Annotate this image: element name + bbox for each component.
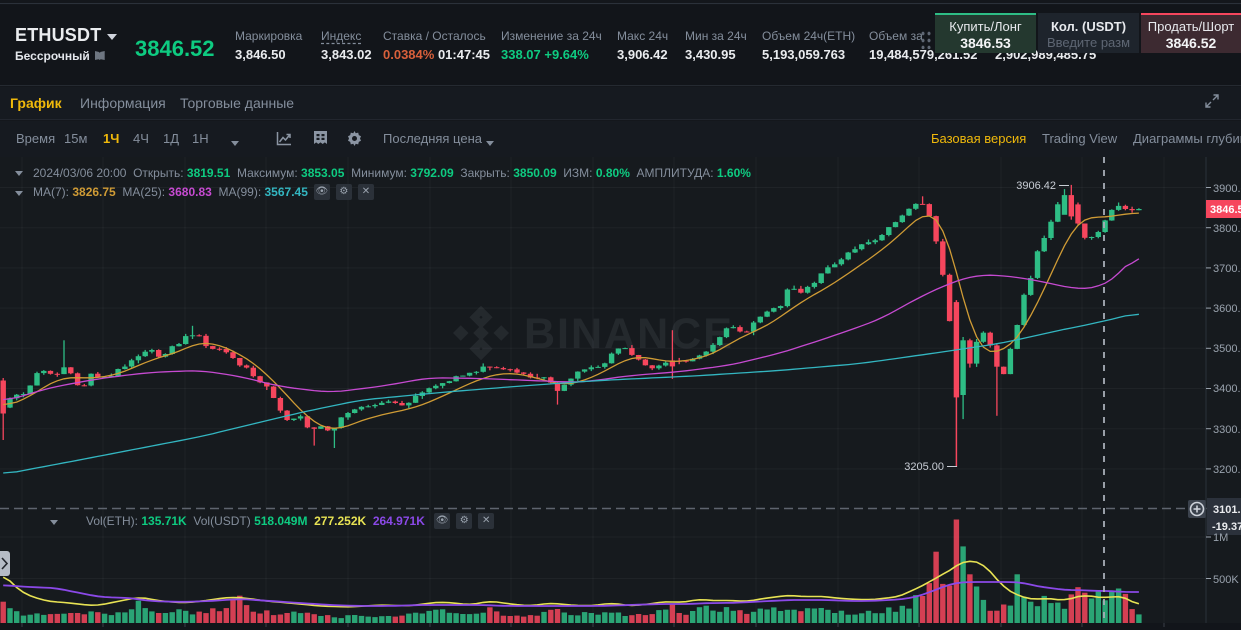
svg-text:3200.0: 3200.0 [1213, 464, 1241, 476]
svg-text:3800.0: 3800.0 [1213, 223, 1241, 235]
svg-text:3205.00: 3205.00 [904, 461, 944, 473]
svg-text:1M: 1M [1213, 532, 1228, 544]
svg-text:3846.5: 3846.5 [1210, 204, 1241, 216]
svg-text:500K: 500K [1213, 574, 1239, 586]
svg-text:3300.0: 3300.0 [1213, 424, 1241, 436]
svg-text:3500.0: 3500.0 [1213, 343, 1241, 355]
svg-text:3900.0: 3900.0 [1213, 183, 1241, 195]
svg-text:BINANCE: BINANCE [524, 310, 734, 358]
svg-text:3906.42: 3906.42 [1016, 180, 1056, 192]
svg-text:3101.11: 3101.11 [1213, 504, 1241, 516]
svg-text:3700.0: 3700.0 [1213, 263, 1241, 275]
svg-text:-19.37%: -19.37% [1212, 521, 1241, 533]
svg-text:3400.0: 3400.0 [1213, 383, 1241, 395]
svg-text:3600.0: 3600.0 [1213, 303, 1241, 315]
